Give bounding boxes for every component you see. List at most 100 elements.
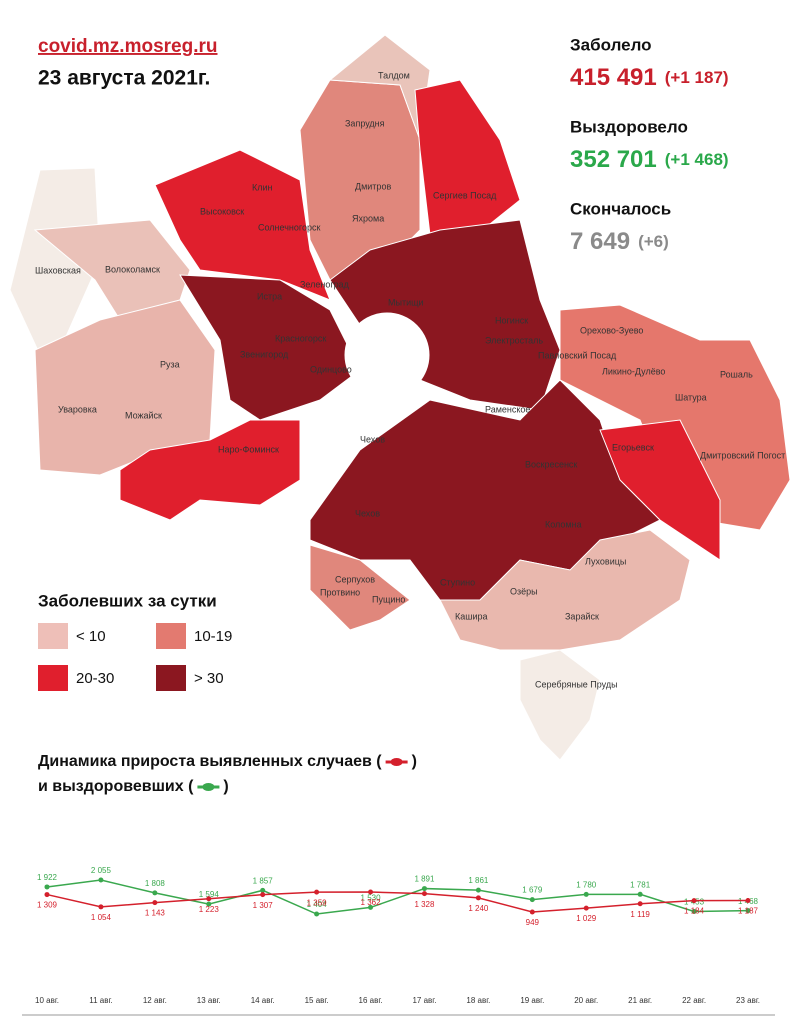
chart-title: и выздоровевших ( — [38, 778, 194, 795]
stat-label: Заболело — [570, 35, 652, 54]
place: Ногинск — [495, 315, 528, 325]
place: Можайск — [125, 410, 162, 420]
place: Пущино — [372, 594, 405, 604]
value-label: 1 404 — [307, 900, 328, 909]
place: Зеленоград — [300, 279, 350, 289]
place: Наро-Фоминск — [218, 444, 279, 454]
legend-label: < 10 — [76, 628, 106, 645]
place: Воскресенск — [525, 459, 577, 469]
place: Руза — [160, 359, 180, 369]
point — [583, 905, 589, 911]
title-text: Динамика прироста выявленных случаев ( — [38, 753, 382, 770]
value-label: 1 119 — [630, 910, 650, 919]
x-tick-label: 18 авг. — [466, 996, 490, 1005]
place: Клин — [252, 182, 273, 192]
value-label: 1 594 — [199, 890, 220, 899]
value-label: 1 029 — [576, 914, 597, 923]
x-tick-label: 23 авг. — [736, 996, 760, 1005]
point — [637, 891, 643, 897]
place: Орехово-Зуево — [580, 325, 643, 335]
legend-marker — [202, 783, 215, 791]
point — [368, 904, 374, 910]
place: Волоколамск — [105, 264, 160, 274]
x-tick-label: 13 авг. — [197, 996, 221, 1005]
point — [260, 892, 266, 898]
stat-number: 7 649 — [570, 228, 630, 255]
legend-swatch — [156, 665, 186, 691]
legend-label: > 30 — [194, 670, 224, 687]
stat-label: Скончалось — [570, 199, 671, 218]
point — [44, 884, 50, 890]
stats: Заболело 415 491 (+1 187) Выздоровело 352 70… — [570, 35, 729, 255]
x-tick-label: 22 авг. — [682, 996, 706, 1005]
point — [314, 911, 320, 917]
point — [152, 890, 158, 896]
region — [119, 419, 301, 521]
place: Кашира — [455, 611, 488, 621]
point — [314, 889, 320, 895]
legend-title: Заболевших за сутки — [38, 591, 217, 610]
point — [691, 898, 697, 904]
stat-delta: (+1 468) — [665, 150, 729, 169]
place: Раменское — [485, 404, 530, 414]
value-label: 1 781 — [630, 880, 651, 889]
value-label: 1 309 — [37, 901, 58, 910]
place: Протвино — [320, 587, 360, 597]
value-label: 1 530 — [361, 894, 382, 903]
map — [9, 34, 791, 761]
value-label: 949 — [526, 918, 540, 927]
region — [309, 544, 411, 631]
value-label: 1 922 — [37, 873, 58, 882]
place: Ликино-Дулёво — [602, 366, 665, 376]
legend-swatch — [38, 665, 68, 691]
title-text: ) — [412, 753, 417, 770]
point — [529, 897, 535, 903]
place: Чехов — [360, 434, 385, 444]
stat-label: Выздоровело — [570, 117, 688, 136]
series-line — [46, 891, 749, 913]
value-label: 2 055 — [91, 866, 112, 875]
place: Коломна — [545, 519, 582, 529]
title-text: ) — [223, 778, 228, 795]
value-label: 1 328 — [414, 900, 435, 909]
region — [559, 304, 791, 531]
chart: Динамика прироста выявленных случаев ( и … — [22, 753, 775, 1016]
stat-value: 415 491 (+1 187) — [570, 64, 729, 91]
value-label: 1 359 — [307, 898, 328, 907]
x-tick-label: 15 авг. — [305, 996, 329, 1005]
region — [439, 529, 691, 651]
place: Высоковск — [200, 206, 244, 216]
point — [691, 908, 697, 914]
legend-swatch — [38, 623, 68, 649]
place: Сергиев Посад — [433, 190, 497, 200]
x-tick-label: 20 авг. — [574, 996, 598, 1005]
value-label: 1 240 — [468, 904, 489, 913]
place: Павловский Посад — [538, 350, 617, 360]
x-tick-label: 14 авг. — [251, 996, 275, 1005]
value-label: 1 679 — [522, 886, 543, 895]
place: Серпухов — [335, 574, 375, 584]
legend-swatch — [156, 623, 186, 649]
point — [368, 889, 374, 895]
place: Дмитровский Погост — [700, 450, 785, 460]
region — [519, 649, 601, 761]
point — [260, 887, 266, 893]
source[interactable]: covid.mz.mosreg.ru — [38, 36, 218, 57]
x-tick-label: 17 авг. — [412, 996, 436, 1005]
point — [637, 901, 643, 907]
legend-label: 10-19 — [194, 628, 232, 645]
value-label: 1 184 — [684, 907, 705, 916]
x-tick-label: 21 авг. — [628, 996, 652, 1005]
x-tick-label: 16 авг. — [359, 996, 383, 1005]
series-line — [46, 879, 749, 915]
place: Яхрома — [352, 213, 384, 223]
place: Красногорск — [275, 333, 326, 343]
place: Одинцово — [310, 364, 352, 374]
value-label: 1 187 — [738, 907, 759, 916]
point — [745, 897, 751, 903]
region — [599, 419, 721, 561]
stat-number: 415 491 — [570, 64, 657, 91]
x-tick-label: 19 авг. — [520, 996, 544, 1005]
place: Дмитров — [355, 181, 391, 191]
